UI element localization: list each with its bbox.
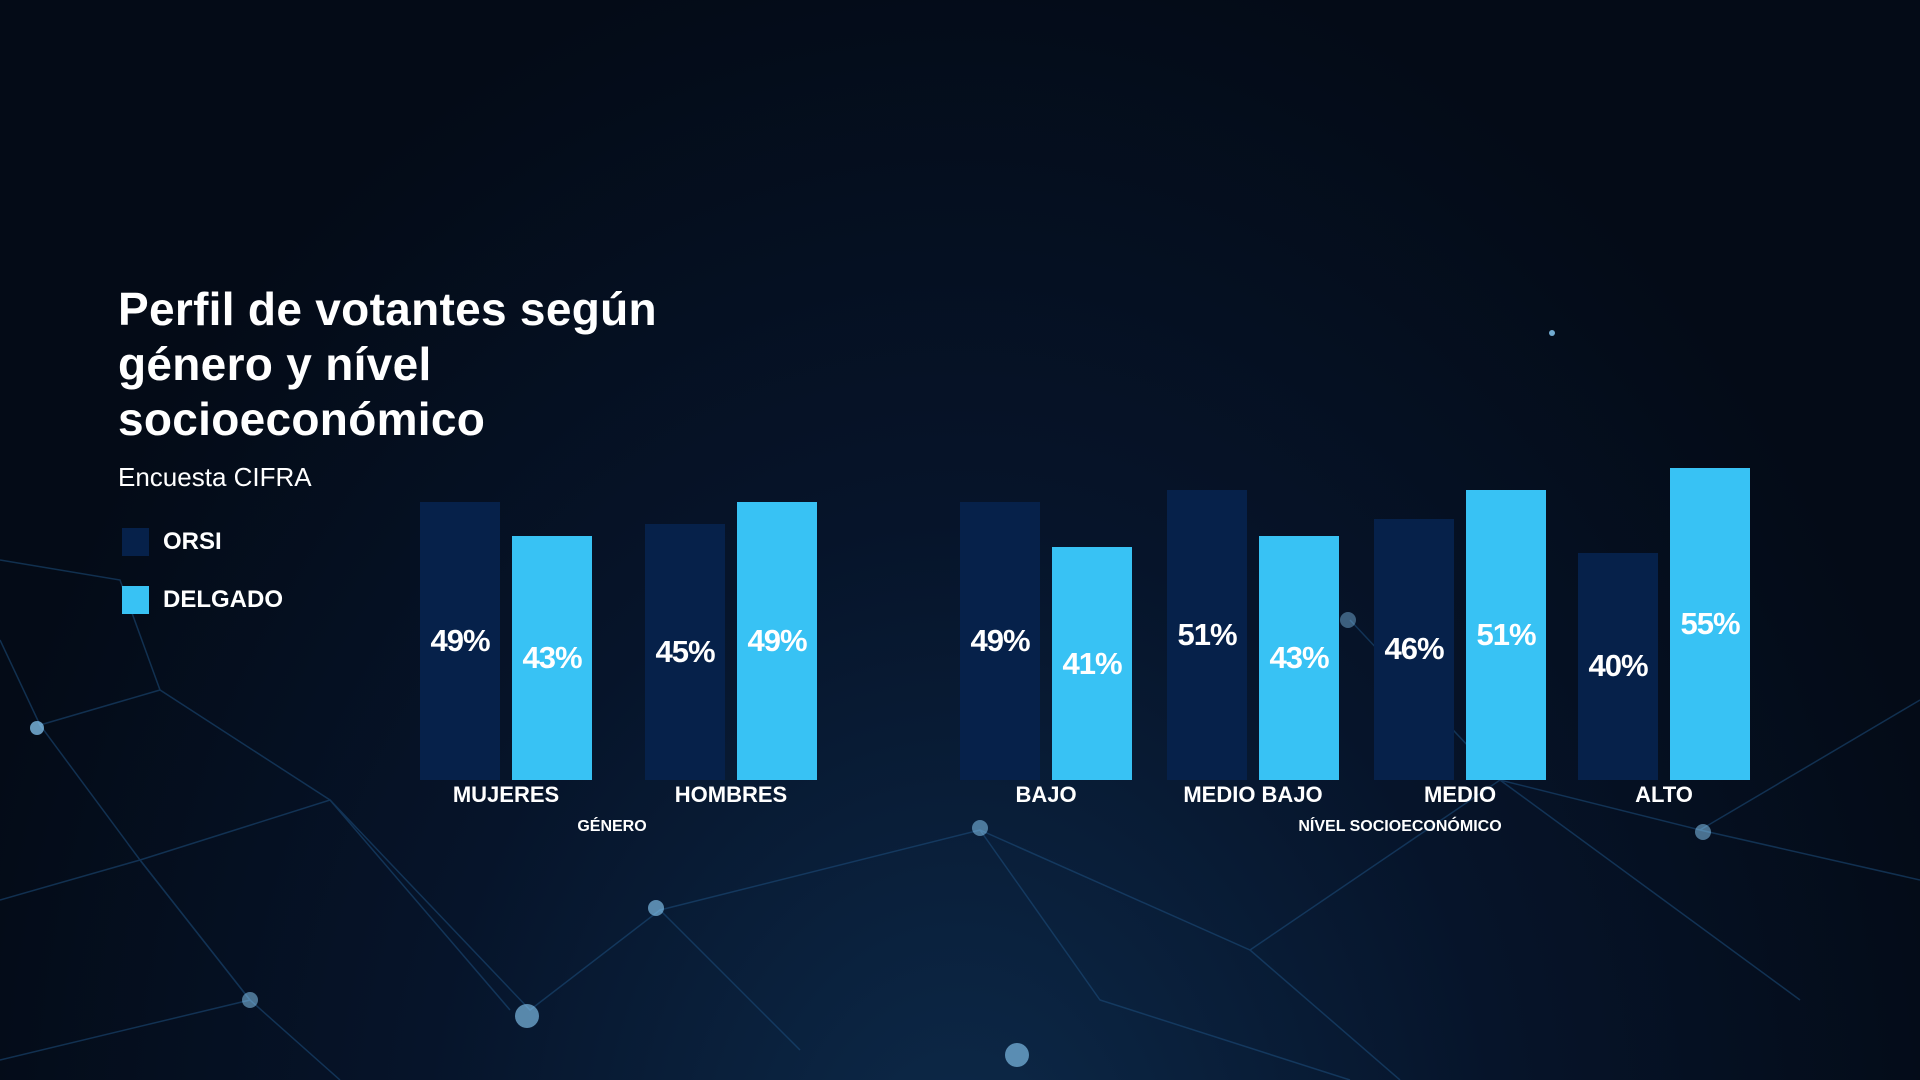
- bar-delgado-bajo: [1052, 547, 1132, 780]
- bar-delgado-alto: [1670, 467, 1750, 780]
- data-label: 41%: [1062, 645, 1122, 681]
- bar-orsi-alto: [1578, 552, 1658, 780]
- legend-label-delgado: DELGADO: [163, 586, 283, 613]
- chart-subtitle: Encuesta CIFRA: [118, 462, 312, 492]
- data-label: 49%: [430, 622, 490, 658]
- group-label: GÉNERO: [577, 818, 647, 835]
- category-label: MEDIO: [1423, 782, 1497, 807]
- data-label: 55%: [1680, 605, 1740, 641]
- legend-swatch-delgado: [122, 586, 149, 614]
- bar-orsi-medio-bajo: [1167, 490, 1247, 780]
- data-label: 51%: [1476, 617, 1536, 653]
- bar-orsi-hombres: [645, 524, 725, 780]
- category-label: HOMBRES: [674, 782, 788, 807]
- group-label: NÍVEL SOCIOECONÓMICO: [1298, 818, 1502, 835]
- category-label: MUJERES: [452, 782, 560, 807]
- data-label: 46%: [1384, 631, 1444, 667]
- data-label: 49%: [747, 622, 807, 658]
- bar-orsi-bajo: [960, 501, 1040, 780]
- legend-item-delgado: DELGADO: [122, 586, 283, 614]
- category-label: BAJO: [1015, 782, 1077, 807]
- bar-orsi-medio: [1374, 518, 1454, 780]
- data-label: 40%: [1588, 648, 1648, 684]
- legend-swatch-orsi: [122, 528, 149, 556]
- bar-delgado-hombres: [737, 501, 817, 780]
- bar-orsi-mujeres: [420, 501, 500, 780]
- bar-delgado-medio-bajo: [1259, 535, 1339, 780]
- data-label: 43%: [1269, 639, 1329, 675]
- legend-label-orsi: ORSI: [163, 528, 222, 555]
- bar-delgado-mujeres: [512, 535, 592, 780]
- data-label: 45%: [655, 634, 715, 670]
- category-label: MEDIO BAJO: [1183, 782, 1323, 807]
- legend-item-orsi: ORSI: [122, 528, 222, 556]
- category-label: ALTO: [1635, 782, 1693, 807]
- data-label: 49%: [970, 622, 1030, 658]
- data-label: 43%: [522, 639, 582, 675]
- chart-title: Perfil de votantes según género y nível …: [118, 283, 657, 445]
- data-label: 51%: [1177, 617, 1237, 653]
- bar-delgado-medio: [1466, 490, 1546, 780]
